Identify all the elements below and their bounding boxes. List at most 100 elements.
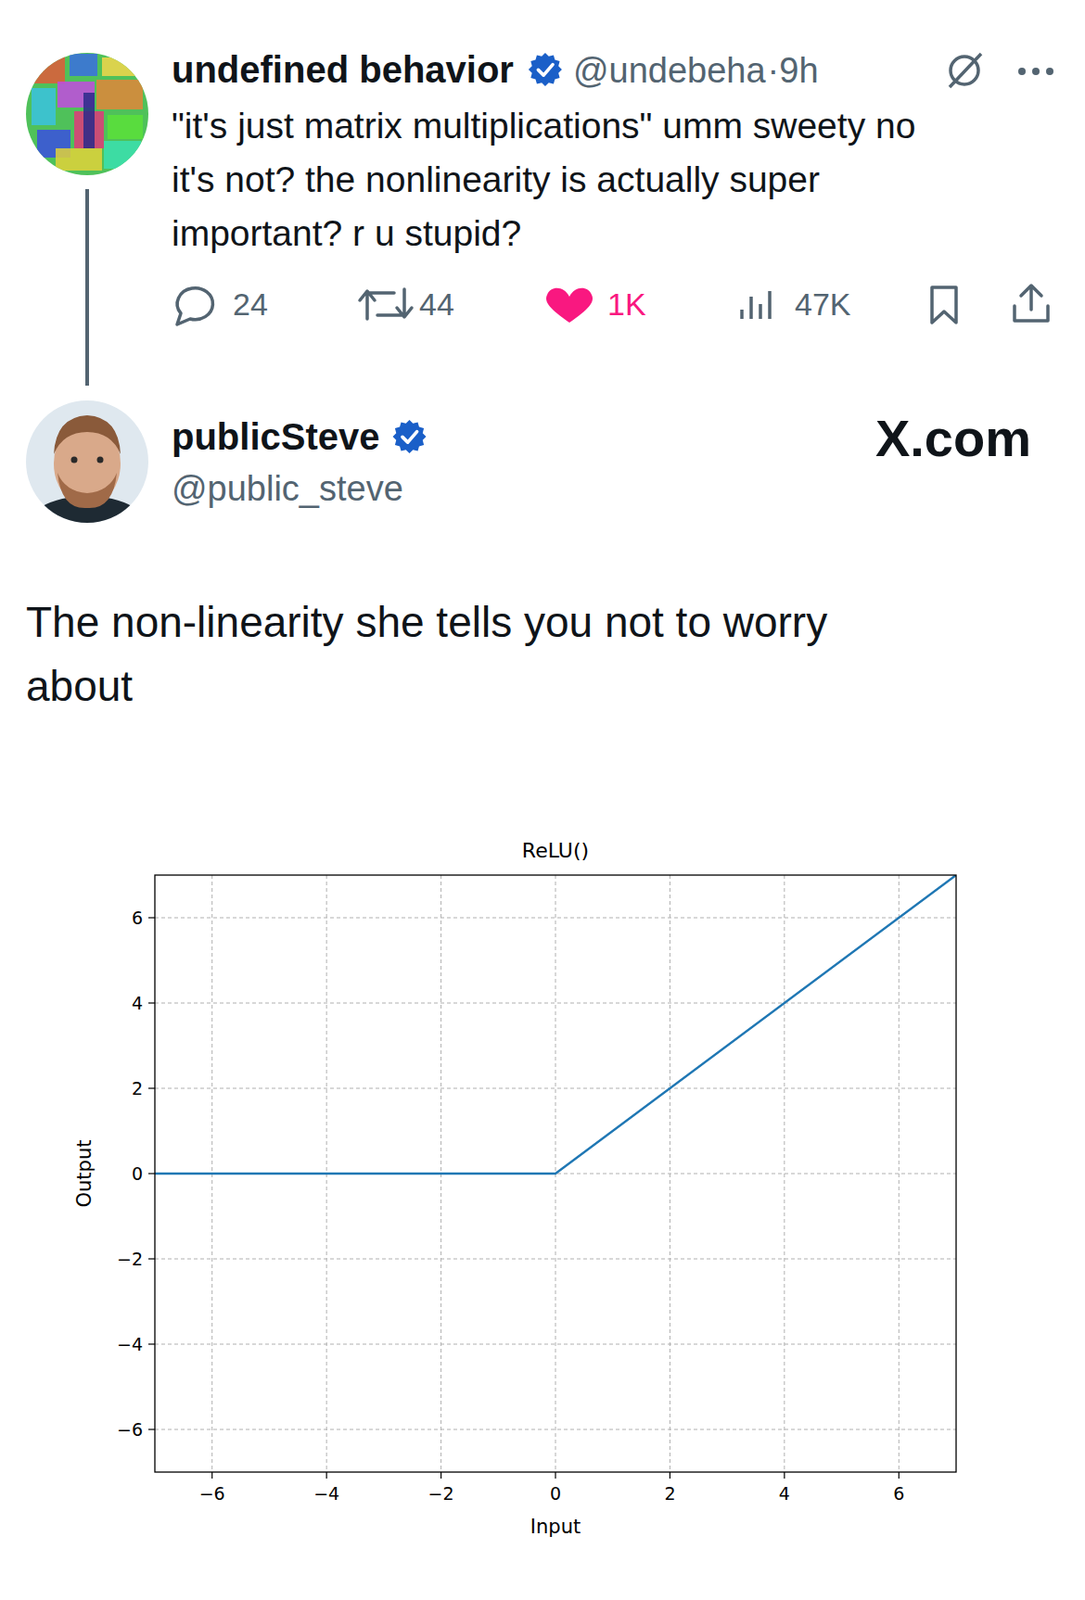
like-icon bbox=[546, 288, 593, 323]
tick-x bbox=[440, 1472, 442, 1480]
tick-label-x: −2 bbox=[428, 1483, 455, 1505]
handle[interactable]: @public_steve bbox=[171, 469, 404, 509]
views-button[interactable]: 47K bbox=[741, 286, 852, 322]
tick-x bbox=[554, 1472, 556, 1480]
avatar-bg bbox=[25, 52, 149, 176]
tick-label-y: 2 bbox=[131, 1078, 143, 1099]
avatar-bg bbox=[25, 400, 149, 524]
plot-area bbox=[154, 875, 957, 1175]
y-axis-label: Output bbox=[73, 1140, 96, 1209]
views-icon-bar bbox=[740, 309, 744, 320]
avatar-pixel bbox=[55, 148, 103, 171]
avatar-eye bbox=[97, 457, 104, 464]
tick-y bbox=[148, 917, 155, 919]
verified-badge bbox=[528, 52, 562, 87]
display-name[interactable]: undefined behavior bbox=[171, 49, 514, 90]
repost-count: 44 bbox=[419, 286, 455, 322]
verified-badge bbox=[393, 420, 427, 454]
tick-label-y: 4 bbox=[131, 993, 143, 1014]
tick-y bbox=[148, 1173, 155, 1175]
tick-y bbox=[148, 1258, 155, 1260]
grid-line-y bbox=[154, 1003, 957, 1005]
tick-x bbox=[783, 1472, 785, 1480]
timestamp[interactable]: ·9h bbox=[767, 51, 819, 90]
views-icon-bar bbox=[767, 291, 772, 320]
views-icon-bar bbox=[758, 304, 763, 320]
tick-label-x: −4 bbox=[313, 1483, 340, 1505]
avatar-pixel bbox=[102, 57, 144, 77]
tick-label-y: 0 bbox=[131, 1163, 143, 1185]
tick-x bbox=[326, 1472, 328, 1480]
more-dot bbox=[1018, 67, 1026, 76]
avatar-pixel bbox=[103, 140, 141, 169]
grid-line-y bbox=[154, 918, 957, 920]
more-dot bbox=[1046, 67, 1054, 76]
tick-label-y: 6 bbox=[131, 907, 143, 929]
repost-icon-b bbox=[377, 289, 412, 318]
more-dot bbox=[1032, 67, 1040, 76]
tweet-text: it's not? the nonlinearity is actually s… bbox=[171, 159, 820, 200]
brand: X.com bbox=[875, 408, 1032, 468]
badge-shape bbox=[528, 52, 562, 87]
tweet-text: "it's just matrix multiplications" umm s… bbox=[171, 105, 916, 146]
grid-line-y bbox=[154, 1088, 957, 1090]
badge-check bbox=[537, 64, 553, 77]
tick-y bbox=[148, 1087, 155, 1089]
relu-line bbox=[154, 875, 957, 1175]
avatar[interactable] bbox=[25, 52, 149, 176]
bookmark-button[interactable] bbox=[931, 287, 957, 323]
share-button[interactable] bbox=[1014, 285, 1048, 321]
tick-x bbox=[669, 1472, 671, 1480]
avatar-pixel bbox=[31, 88, 56, 126]
avatar-pixel bbox=[27, 55, 65, 84]
views-icon-bar bbox=[749, 296, 754, 320]
display-name[interactable]: publicSteve bbox=[171, 416, 381, 458]
tick-label-x: 6 bbox=[893, 1483, 905, 1505]
tick-y bbox=[148, 1343, 155, 1345]
tick-label-y: −2 bbox=[116, 1249, 143, 1270]
reply-icon bbox=[177, 288, 213, 325]
tick-y bbox=[148, 1002, 155, 1004]
avatar-pixel bbox=[107, 114, 143, 140]
grid-line-y bbox=[154, 1344, 957, 1346]
badge-check bbox=[402, 432, 418, 444]
like-count: 1K bbox=[607, 286, 647, 322]
grok-icon[interactable] bbox=[949, 53, 982, 88]
repost-button[interactable]: 44 bbox=[359, 286, 455, 322]
tick-label-x: −6 bbox=[199, 1483, 226, 1505]
tick-x bbox=[898, 1472, 900, 1480]
tweet-text: about bbox=[25, 662, 133, 711]
reply-button[interactable]: 24 bbox=[177, 286, 269, 325]
thread-line bbox=[85, 189, 90, 386]
avatar[interactable] bbox=[22, 400, 153, 571]
reply-count: 24 bbox=[232, 286, 269, 322]
tick-label-x: 2 bbox=[663, 1483, 676, 1505]
like-button[interactable]: 1K bbox=[546, 286, 647, 323]
grid-line-y bbox=[154, 1429, 957, 1431]
more-menu[interactable] bbox=[1018, 67, 1054, 76]
chart: ReLU() −6 −4 −2 0 2 4 6 −6 −4 −2 0 2 4 6 Input Output bbox=[73, 839, 957, 1539]
handle[interactable]: @undebeha bbox=[573, 51, 767, 90]
avatar-pixel bbox=[83, 92, 95, 149]
x-axis-label: Input bbox=[530, 1516, 581, 1539]
avatar-pixel bbox=[69, 53, 98, 77]
chart-title: ReLU() bbox=[522, 839, 589, 863]
views-count: 47K bbox=[794, 286, 852, 322]
avatar-beard bbox=[57, 472, 117, 509]
grok-slash bbox=[949, 53, 982, 88]
avatar-pixel bbox=[96, 79, 143, 110]
grid-line-y bbox=[154, 1259, 957, 1261]
tweet-text: The non-linearity she tells you not to w… bbox=[25, 598, 828, 647]
tick-label-y: −4 bbox=[116, 1334, 143, 1355]
avatar-eye bbox=[71, 457, 78, 464]
tick-label-x: 4 bbox=[778, 1483, 791, 1505]
plot-frame bbox=[154, 875, 957, 1473]
page: undefined behavior @undebeha·9h "it's just… bbox=[0, 0, 1085, 1600]
tick-label-x: 0 bbox=[549, 1483, 562, 1505]
tick-x bbox=[211, 1472, 213, 1480]
tick-label-y: −6 bbox=[116, 1419, 143, 1441]
tick-y bbox=[148, 1429, 155, 1430]
avatar-hair bbox=[53, 415, 121, 455]
tweet-text: important? r u stupid? bbox=[171, 213, 522, 254]
background bbox=[0, 0, 1085, 1600]
